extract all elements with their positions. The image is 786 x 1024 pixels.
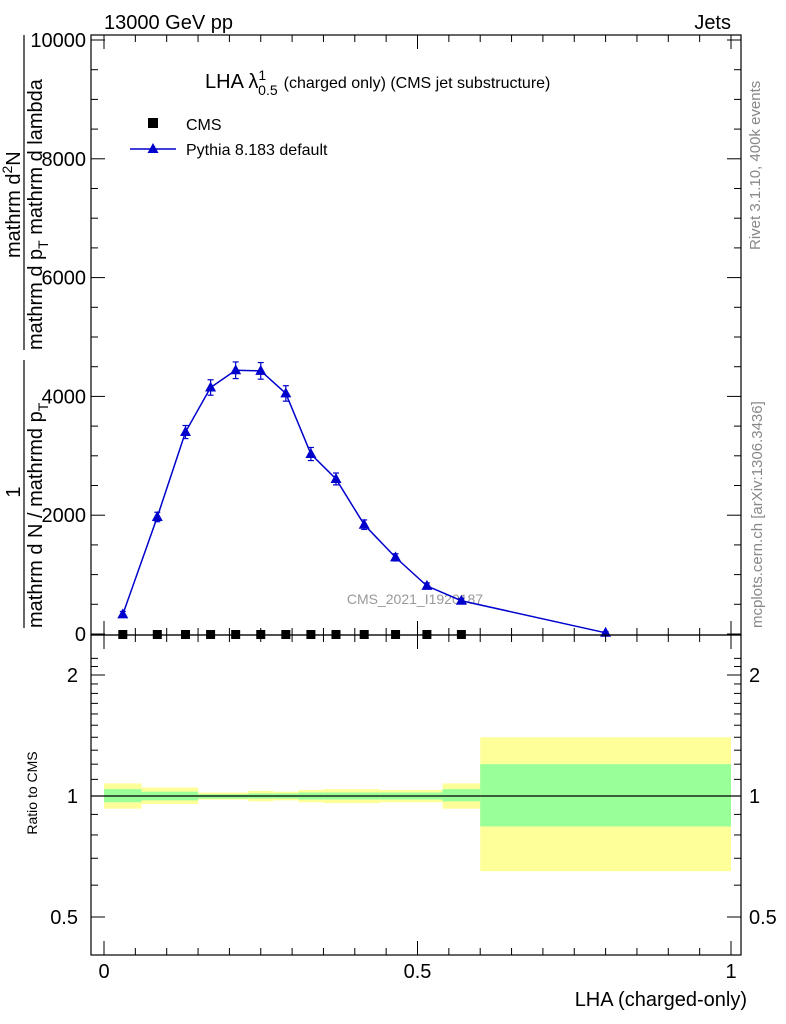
legend-pythia-marker <box>147 143 159 153</box>
ylabel-den1: mathrm d N / mathrmd pT <box>25 402 51 628</box>
legend-cms-label: CMS <box>186 117 222 134</box>
pythia-point <box>305 448 317 459</box>
pythia-point <box>151 510 163 521</box>
legend-pythia-label: Pythia 8.183 default <box>186 142 328 159</box>
main-ticks <box>91 35 741 635</box>
pythia-point <box>390 551 402 562</box>
ratio-bands <box>104 737 731 872</box>
ratio-ytick-label-right: 2 <box>749 665 760 687</box>
pythia-point <box>117 608 129 619</box>
xtick-label: 0 <box>98 961 109 983</box>
ratio-ytick-label-right: 0.5 <box>749 907 777 929</box>
main-title: LHA λ1 0.5 (charged only) (CMS jet substru… <box>205 67 550 98</box>
pythia-point <box>600 626 612 637</box>
pythia-point <box>255 364 267 375</box>
ratio-stat-band <box>480 764 731 827</box>
main-ytick-label: 8000 <box>42 149 87 171</box>
ratio-stat-band <box>442 789 481 802</box>
ratio-panel-frame <box>90 634 742 956</box>
ratio-ytick-labels: 0.5 0.5 1 1 2 2 <box>50 665 777 929</box>
main-ytick-label: 2000 <box>42 505 87 527</box>
ylabel-num2: mathrm d2N <box>0 151 25 258</box>
ratio-ytick-label-left: 0.5 <box>50 907 78 929</box>
main-ylabel: 1 mathrm d N / mathrmd pT mathrm d2N mat… <box>0 35 51 628</box>
pythia-point <box>330 472 342 483</box>
rivet-info-label: Rivet 3.1.10, 400k events <box>747 81 764 250</box>
header-left-label: 13000 GeV pp <box>104 12 233 34</box>
legend: CMS Pythia 8.183 default <box>130 117 328 159</box>
mcplots-info-label: mcplots.cern.ch [arXiv:1306.3436] <box>749 401 766 628</box>
pythia-point <box>280 387 292 398</box>
xtick-label: 1 <box>725 961 736 983</box>
legend-cms-marker <box>148 118 158 128</box>
ratio-xtick-labels: 0 0.5 1 <box>98 961 736 983</box>
ylabel-den2: mathrm d pT mathrm d lambda <box>25 78 51 350</box>
main-ytick-label: 4000 <box>42 386 87 408</box>
pythia-point <box>205 381 217 392</box>
ratio-ytick-label-right: 1 <box>749 786 760 808</box>
pythia-point <box>421 579 433 590</box>
main-ytick-labels: 0 2000 4000 6000 8000 10000 <box>30 30 86 646</box>
ratio-ytick-label-left: 1 <box>67 786 78 808</box>
pythia-series-line <box>122 369 606 634</box>
ylabel-num1: 1 <box>3 486 25 497</box>
xtick-label: 0.5 <box>404 961 432 983</box>
main-ytick-label: 6000 <box>42 268 87 290</box>
pythia-point <box>180 426 192 437</box>
ratio-ylabel: Ratio to CMS <box>24 751 40 834</box>
pythia-point <box>358 518 370 529</box>
xaxis-label: LHA (charged-only) <box>575 989 747 1011</box>
pythia-point <box>230 364 242 375</box>
pythia-point <box>455 594 467 605</box>
header-right-label: Jets <box>694 12 731 34</box>
ratio-ytick-label-left: 2 <box>67 665 78 687</box>
main-ytick-label: 0 <box>75 624 86 646</box>
ratio-ticks <box>91 635 741 955</box>
main-ytick-label: 10000 <box>30 30 86 52</box>
